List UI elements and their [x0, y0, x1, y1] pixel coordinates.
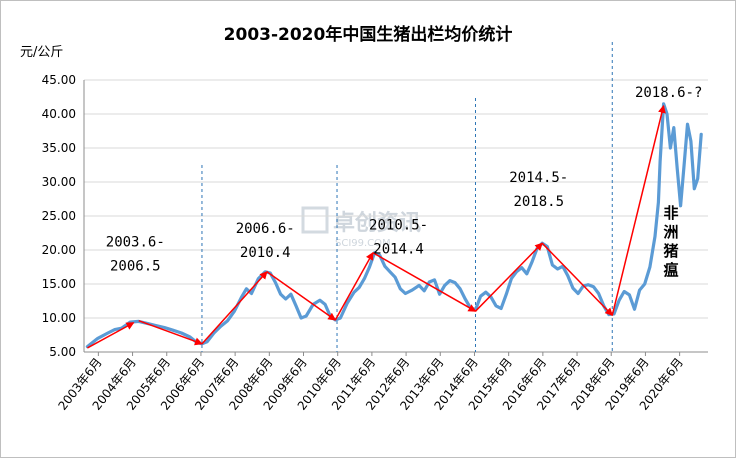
- period-annotation: 2006.6-2010.4: [236, 221, 295, 261]
- trend-arrow: [474, 242, 543, 312]
- watermark-subtext: SCI99.COM: [335, 238, 391, 249]
- watermark-text: 卓创资讯: [333, 211, 421, 236]
- asf-annotation: 非洲猪瘟: [662, 204, 678, 279]
- y-tick-label: 20.00: [42, 243, 76, 257]
- y-tick-label: 25.00: [42, 209, 76, 223]
- trend-arrow: [87, 322, 135, 349]
- y-tick-label: 30.00: [42, 175, 76, 189]
- y-tick-label: 40.00: [42, 107, 76, 121]
- trend-arrow: [266, 271, 337, 321]
- y-tick-label: 35.00: [42, 141, 76, 155]
- period-annotation: 2003.6-2006.5: [106, 235, 165, 275]
- trend-arrow: [138, 320, 203, 346]
- asf-annotation-text: 非洲猪瘟: [662, 204, 678, 279]
- y-axis: 5.00 10.00 15.00 20.00 25.00 30.00 35.00 40.00 4…: [42, 73, 85, 359]
- y-tick-label: 10.00: [42, 311, 76, 325]
- y-tick-label: 15.00: [42, 277, 76, 291]
- trend-arrow: [611, 104, 666, 316]
- series-group: [85, 102, 703, 349]
- chart-title: 2003-2020年中国生猪出栏均价统计: [224, 24, 513, 45]
- price-series-line: [85, 102, 703, 349]
- watermark: 卓创资讯 SCI99.COM: [301, 206, 421, 249]
- trend-arrow: [372, 252, 477, 312]
- trend-arrow: [201, 271, 268, 345]
- y-axis-unit: 元/公斤: [20, 45, 63, 60]
- watermark-logo-icon: [301, 206, 329, 234]
- y-tick-label: 45.00: [42, 73, 76, 87]
- period-annotation: 2010.5-2014.4: [369, 218, 428, 258]
- trend-arrows: [87, 104, 666, 349]
- period-annotations: 2003.6-2006.5 2006.6-2010.4 2010.5-2014.4 2…: [106, 85, 703, 275]
- period-annotation: 2018.6-?: [635, 85, 702, 101]
- trend-arrow: [541, 242, 613, 316]
- y-tick-label: 5.00: [49, 345, 76, 359]
- period-annotation: 2014.5-2018.5: [509, 170, 568, 210]
- trend-arrow: [334, 251, 374, 321]
